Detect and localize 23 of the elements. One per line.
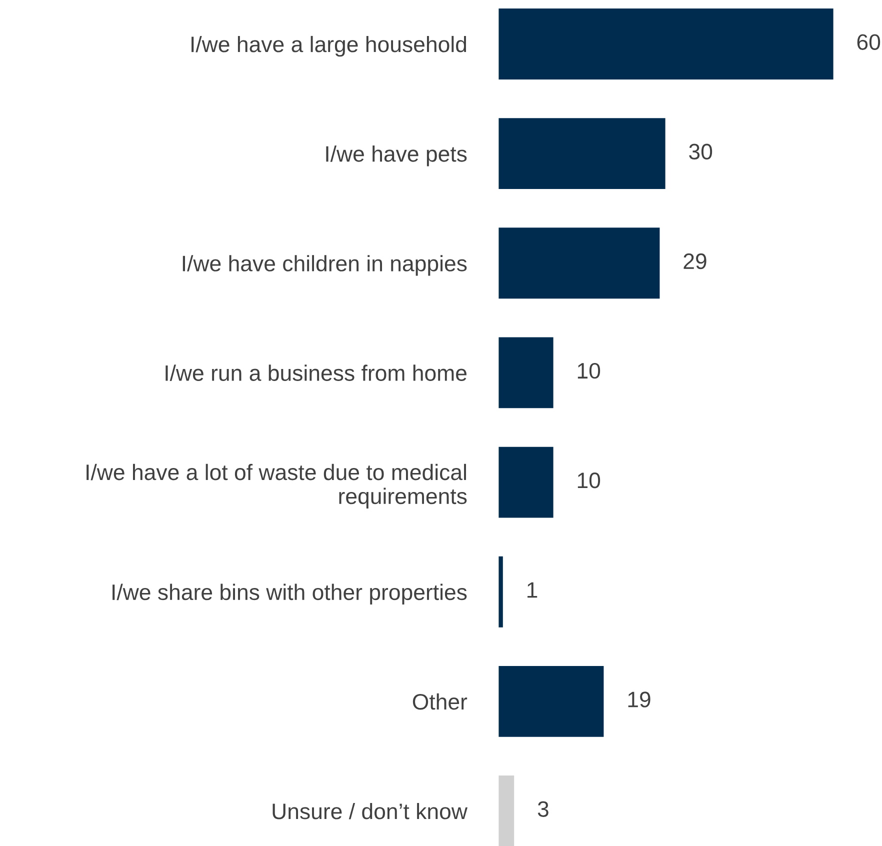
data-label: 10 bbox=[578, 472, 600, 488]
y-tick-label: I/we have children in nappies bbox=[182, 255, 467, 276]
bar bbox=[498, 7, 834, 81]
y-tick-label: I/we have pets bbox=[326, 146, 467, 166]
data-label: 30 bbox=[689, 144, 712, 160]
bar bbox=[498, 226, 662, 300]
data-label: 29 bbox=[684, 253, 706, 270]
data-label: 60 bbox=[857, 34, 880, 50]
bar bbox=[498, 116, 667, 190]
y-tick-label: Unsure / don’t know bbox=[272, 802, 468, 820]
data-label: 19 bbox=[628, 692, 650, 708]
y-tick-label: I/we share bins with other properties bbox=[112, 584, 467, 605]
y-tick-label: I/we have a large household bbox=[192, 36, 466, 57]
bar bbox=[498, 664, 606, 738]
data-label: 1 bbox=[528, 582, 538, 598]
data-label: 3 bbox=[538, 801, 548, 817]
y-tick-label: I/we have a lot of waste due to medical requirements bbox=[86, 464, 467, 509]
bar bbox=[498, 555, 504, 629]
bar bbox=[498, 445, 555, 520]
y-tick-label: I/we run a business from home bbox=[166, 364, 466, 381]
bar bbox=[498, 336, 555, 410]
y-tick-label: Other bbox=[412, 693, 468, 710]
data-label: 10 bbox=[578, 362, 600, 379]
